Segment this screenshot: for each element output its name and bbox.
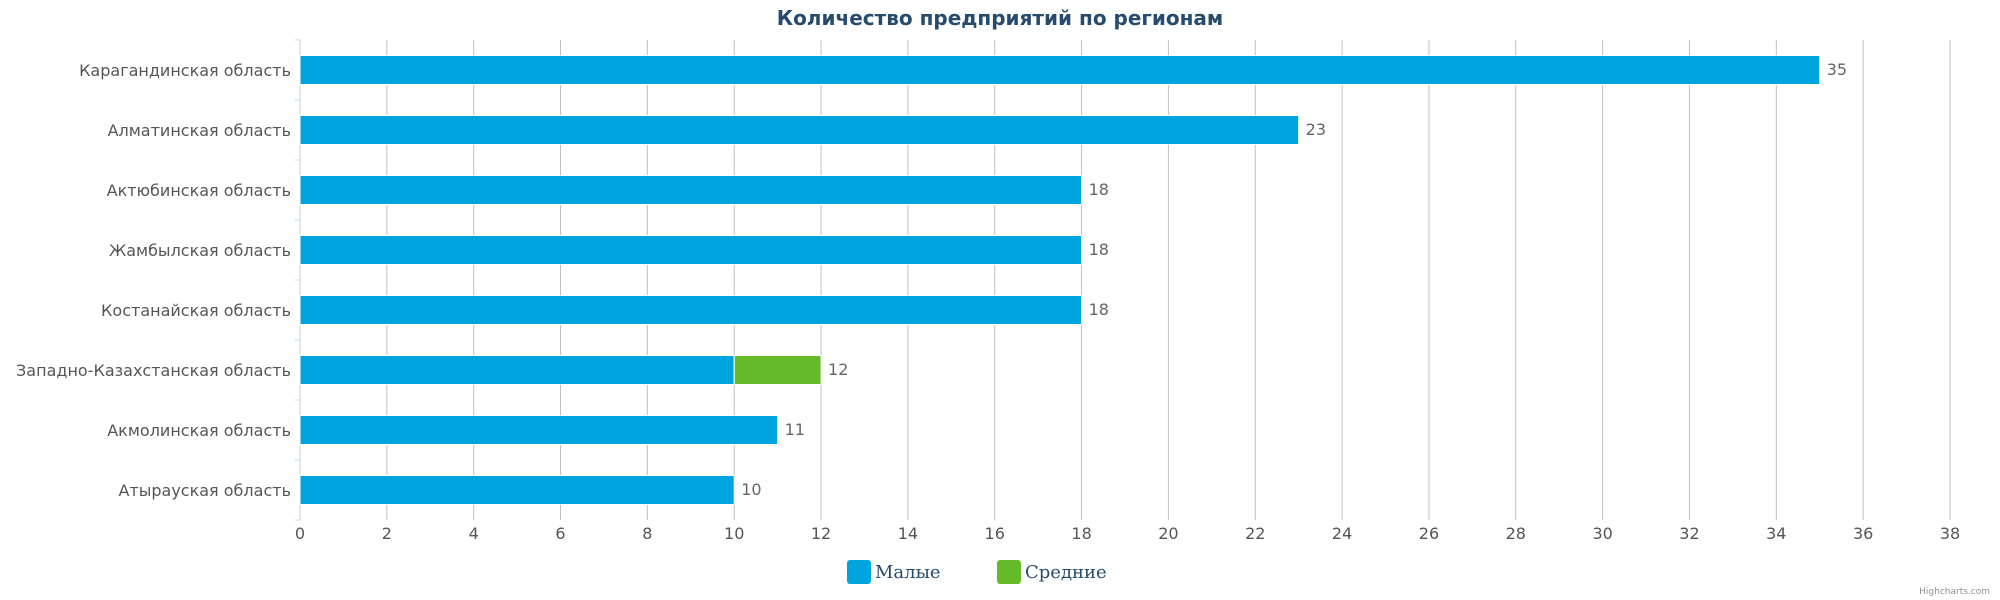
- x-tick-label: 2: [382, 524, 392, 543]
- legend-swatch-small: [847, 560, 871, 584]
- x-tick-label: 24: [1332, 524, 1352, 543]
- category-label: Карагандинская область: [79, 61, 291, 80]
- x-tick-label: 4: [469, 524, 479, 543]
- x-tick-label: 30: [1592, 524, 1612, 543]
- legend-label-small[interactable]: Малые: [875, 562, 941, 583]
- data-label: 23: [1306, 120, 1326, 139]
- legend-item-medium[interactable]: Средние: [997, 560, 1107, 584]
- data-labels: 35 23 18 18 18 12 11 10: [741, 60, 1847, 499]
- x-tick-label: 28: [1506, 524, 1526, 543]
- bar-small[interactable]: [299, 55, 1821, 85]
- category-label: Алматинская область: [108, 121, 291, 140]
- legend[interactable]: Малые Средние: [847, 560, 1107, 584]
- bar-small[interactable]: [299, 295, 1083, 325]
- bar-medium[interactable]: [733, 355, 822, 385]
- x-tick-label: 16: [985, 524, 1005, 543]
- category-label: Атырауская область: [118, 481, 291, 500]
- data-label: 12: [828, 360, 848, 379]
- data-label: 35: [1827, 60, 1847, 79]
- data-label: 18: [1089, 240, 1109, 259]
- data-label: 11: [785, 420, 805, 439]
- x-tick-label: 0: [295, 524, 305, 543]
- legend-swatch-medium: [997, 560, 1021, 584]
- x-tick-label: 22: [1245, 524, 1265, 543]
- x-tick-label: 8: [642, 524, 652, 543]
- x-tick-label: 6: [555, 524, 565, 543]
- x-tick-label: 18: [1071, 524, 1091, 543]
- category-label: Актюбинская область: [107, 181, 291, 200]
- bar-small[interactable]: [299, 355, 735, 385]
- chart-title: Количество предприятий по регионам: [777, 6, 1224, 30]
- category-label: Акмолинская область: [107, 421, 291, 440]
- bar-small[interactable]: [299, 235, 1083, 265]
- bar-small[interactable]: [299, 415, 779, 445]
- data-label: 18: [1089, 300, 1109, 319]
- y-axis: Карагандинская область Алматинская област…: [16, 39, 301, 521]
- category-label: Жамбылская область: [109, 241, 291, 260]
- bars: [299, 55, 1821, 505]
- x-tick-label: 32: [1679, 524, 1699, 543]
- category-label: Западно-Казахстанская область: [16, 361, 291, 380]
- x-tick-label: 14: [898, 524, 918, 543]
- bar-small[interactable]: [299, 175, 1083, 205]
- x-tick-label: 26: [1419, 524, 1439, 543]
- category-label: Костанайская область: [101, 301, 291, 320]
- x-tick-label: 12: [811, 524, 831, 543]
- x-tick-label: 38: [1940, 524, 1960, 543]
- x-tick-label: 10: [724, 524, 744, 543]
- bar-small[interactable]: [299, 475, 735, 505]
- legend-label-medium[interactable]: Средние: [1025, 562, 1107, 583]
- credits-link[interactable]: Highcharts.com: [1919, 587, 1990, 597]
- legend-item-small[interactable]: Малые: [847, 560, 941, 584]
- x-tick-label: 34: [1766, 524, 1786, 543]
- bar-small[interactable]: [299, 115, 1300, 145]
- data-label: 10: [741, 480, 761, 499]
- x-tick-label: 36: [1853, 524, 1873, 543]
- grid-lines: [386, 40, 1951, 520]
- data-label: 18: [1089, 180, 1109, 199]
- x-tick-label: 20: [1158, 524, 1178, 543]
- x-axis: 0 2 4 6 8 10 12 14 16 18 20 22 24 26 28 30 32 34 36 38: [295, 524, 1960, 543]
